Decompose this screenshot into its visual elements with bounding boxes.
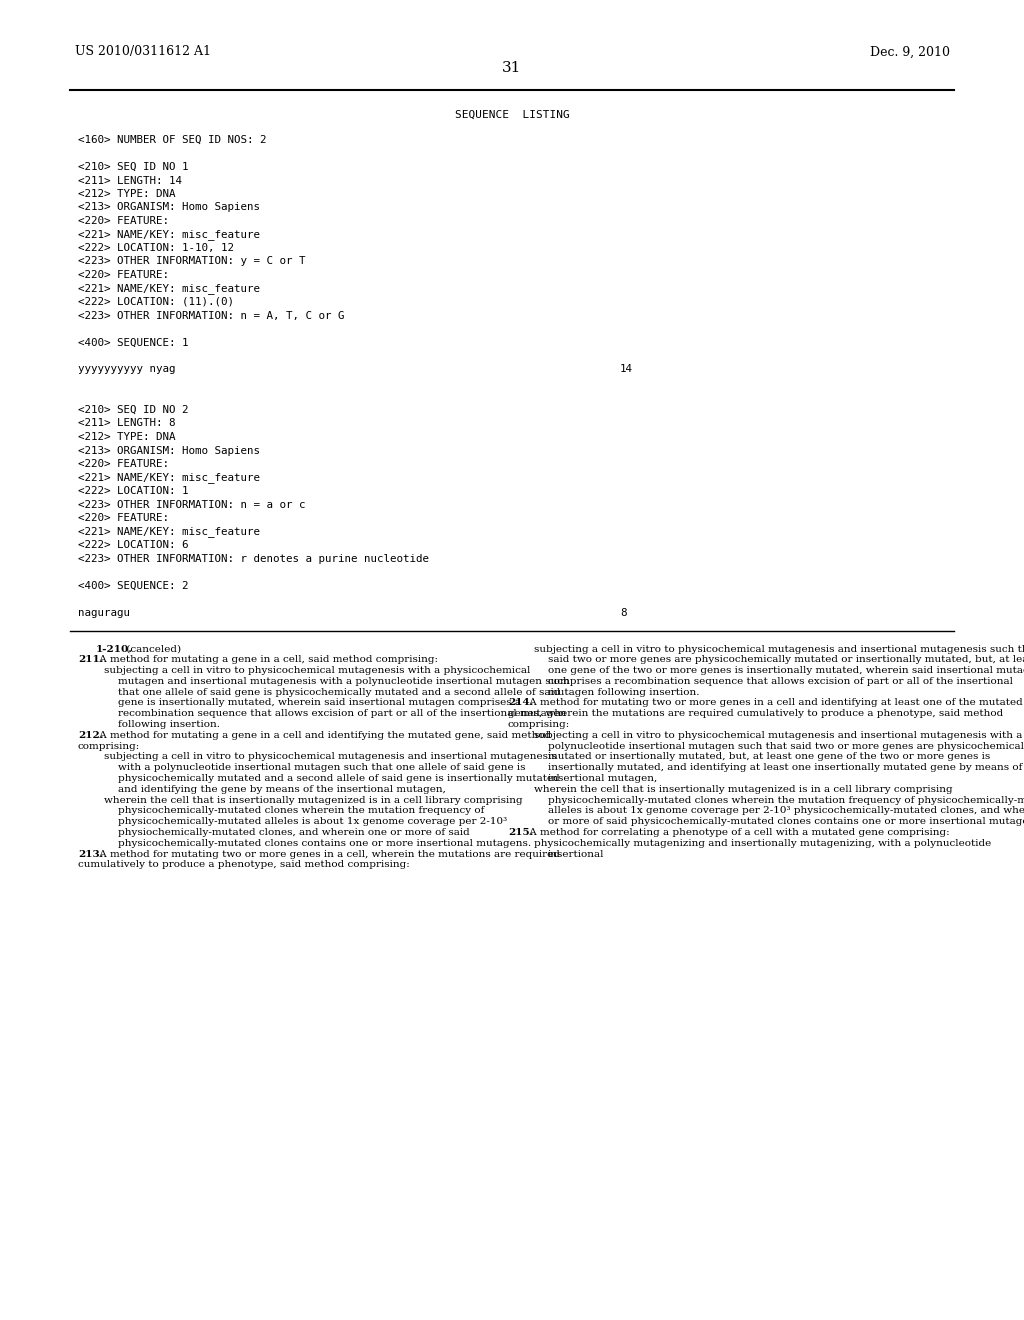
Text: subjecting a cell in vitro to physicochemical mutagenesis and insertional mutage: subjecting a cell in vitro to physicoche… [534, 644, 1024, 653]
Text: physicochemically-mutated clones contains one or more insertional mutagens.: physicochemically-mutated clones contain… [118, 840, 531, 847]
Text: comprising:: comprising: [508, 721, 570, 729]
Text: wherein the cell that is insertionally mutagenized is in a cell library comprisi: wherein the cell that is insertionally m… [104, 796, 522, 805]
Text: gene is insertionally mutated, wherein said insertional mutagen comprises a: gene is insertionally mutated, wherein s… [118, 698, 521, 708]
Text: mutated or insertionally mutated, but, at least one gene of the two or more gene: mutated or insertionally mutated, but, a… [548, 752, 990, 762]
Text: comprises a recombination sequence that allows excision of part or all of the in: comprises a recombination sequence that … [548, 677, 1013, 686]
Text: physicochemically mutated and a second allele of said gene is insertionally muta: physicochemically mutated and a second a… [118, 774, 560, 783]
Text: yyyyyyyyyy nyag: yyyyyyyyyy nyag [78, 364, 175, 375]
Text: SEQUENCE  LISTING: SEQUENCE LISTING [455, 110, 569, 120]
Text: physicochemically-mutated clones wherein the mutation frequency of: physicochemically-mutated clones wherein… [118, 807, 484, 816]
Text: alleles is about 1x genome coverage per 2-10³ physicochemically-mutated clones, : alleles is about 1x genome coverage per … [548, 807, 1024, 816]
Text: comprising:: comprising: [78, 742, 140, 751]
Text: 14: 14 [620, 364, 633, 375]
Text: <400> SEQUENCE: 1: <400> SEQUENCE: 1 [78, 338, 188, 347]
Text: wherein the cell that is insertionally mutagenized is in a cell library comprisi: wherein the cell that is insertionally m… [534, 785, 952, 793]
Text: <213> ORGANISM: Homo Sapiens: <213> ORGANISM: Homo Sapiens [78, 446, 260, 455]
Text: (canceled): (canceled) [123, 644, 180, 653]
Text: cumulatively to produce a phenotype, said method comprising:: cumulatively to produce a phenotype, sai… [78, 861, 410, 870]
Text: <220> FEATURE:: <220> FEATURE: [78, 459, 169, 469]
Text: Dec. 9, 2010: Dec. 9, 2010 [870, 45, 950, 58]
Text: <223> OTHER INFORMATION: y = C or T: <223> OTHER INFORMATION: y = C or T [78, 256, 305, 267]
Text: recombination sequence that allows excision of part or all of the insertional mu: recombination sequence that allows excis… [118, 709, 566, 718]
Text: or more of said physicochemically-mutated clones contains one or more insertiona: or more of said physicochemically-mutate… [548, 817, 1024, 826]
Text: <400> SEQUENCE: 2: <400> SEQUENCE: 2 [78, 581, 188, 590]
Text: <222> LOCATION: 6: <222> LOCATION: 6 [78, 540, 188, 550]
Text: <211> LENGTH: 8: <211> LENGTH: 8 [78, 418, 175, 429]
Text: <160> NUMBER OF SEQ ID NOS: 2: <160> NUMBER OF SEQ ID NOS: 2 [78, 135, 266, 145]
Text: A method for mutating a gene in a cell and identifying the mutated gene, said me: A method for mutating a gene in a cell a… [96, 731, 552, 741]
Text: <223> OTHER INFORMATION: r denotes a purine nucleotide: <223> OTHER INFORMATION: r denotes a pur… [78, 553, 429, 564]
Text: subjecting a cell in vitro to physicochemical mutagenesis and insertional mutage: subjecting a cell in vitro to physicoche… [534, 731, 1022, 741]
Text: A method for mutating two or more genes in a cell and identifying at least one o: A method for mutating two or more genes … [526, 698, 1023, 708]
Text: A method for mutating a gene in a cell, said method comprising:: A method for mutating a gene in a cell, … [96, 655, 438, 664]
Text: <220> FEATURE:: <220> FEATURE: [78, 216, 169, 226]
Text: <212> TYPE: DNA: <212> TYPE: DNA [78, 189, 175, 199]
Text: subjecting a cell in vitro to physicochemical mutagenesis and insertional mutage: subjecting a cell in vitro to physicoche… [104, 752, 557, 762]
Text: subjecting a cell in vitro to physicochemical mutagenesis with a physicochemical: subjecting a cell in vitro to physicoche… [104, 667, 530, 675]
Text: <223> OTHER INFORMATION: n = a or c: <223> OTHER INFORMATION: n = a or c [78, 499, 305, 510]
Text: <212> TYPE: DNA: <212> TYPE: DNA [78, 432, 175, 442]
Text: <213> ORGANISM: Homo Sapiens: <213> ORGANISM: Homo Sapiens [78, 202, 260, 213]
Text: <223> OTHER INFORMATION: n = A, T, C or G: <223> OTHER INFORMATION: n = A, T, C or … [78, 310, 344, 321]
Text: <220> FEATURE:: <220> FEATURE: [78, 513, 169, 523]
Text: naguragu: naguragu [78, 607, 130, 618]
Text: <210> SEQ ID NO 1: <210> SEQ ID NO 1 [78, 162, 188, 172]
Text: <221> NAME/KEY: misc_feature: <221> NAME/KEY: misc_feature [78, 473, 260, 483]
Text: insertional: insertional [548, 850, 604, 859]
Text: <221> NAME/KEY: misc_feature: <221> NAME/KEY: misc_feature [78, 282, 260, 294]
Text: 1-210.: 1-210. [96, 644, 133, 653]
Text: 214.: 214. [508, 698, 534, 708]
Text: and identifying the gene by means of the insertional mutagen,: and identifying the gene by means of the… [118, 785, 445, 793]
Text: A method for mutating two or more genes in a cell, wherein the mutations are req: A method for mutating two or more genes … [96, 850, 560, 859]
Text: <221> NAME/KEY: misc_feature: <221> NAME/KEY: misc_feature [78, 527, 260, 537]
Text: mutagen and insertional mutagenesis with a polynucleotide insertional mutagen su: mutagen and insertional mutagenesis with… [118, 677, 569, 686]
Text: 211.: 211. [78, 655, 103, 664]
Text: mutagen following insertion.: mutagen following insertion. [548, 688, 699, 697]
Text: following insertion.: following insertion. [118, 721, 220, 729]
Text: polynucleotide insertional mutagen such that said two or more genes are physicoc: polynucleotide insertional mutagen such … [548, 742, 1024, 751]
Text: 215.: 215. [508, 828, 534, 837]
Text: <222> LOCATION: 1-10, 12: <222> LOCATION: 1-10, 12 [78, 243, 234, 253]
Text: physicochemically mutagenizing and insertionally mutagenizing, with a polynucleo: physicochemically mutagenizing and inser… [534, 840, 991, 847]
Text: <222> LOCATION: (11).(0): <222> LOCATION: (11).(0) [78, 297, 234, 308]
Text: said two or more genes are physicochemically mutated or insertionally mutated, b: said two or more genes are physicochemic… [548, 655, 1024, 664]
Text: insertional mutagen,: insertional mutagen, [548, 774, 657, 783]
Text: <221> NAME/KEY: misc_feature: <221> NAME/KEY: misc_feature [78, 230, 260, 240]
Text: physiochemically-mutated clones, and wherein one or more of said: physiochemically-mutated clones, and whe… [118, 828, 470, 837]
Text: 212.: 212. [78, 731, 103, 741]
Text: physicochemically-mutated alleles is about 1x genome coverage per 2-10³: physicochemically-mutated alleles is abo… [118, 817, 507, 826]
Text: 8: 8 [620, 607, 627, 618]
Text: 31: 31 [503, 61, 521, 75]
Text: one gene of the two or more genes is insertionally mutated, wherein said inserti: one gene of the two or more genes is ins… [548, 667, 1024, 675]
Text: genes, wherein the mutations are required cumulatively to produce a phenotype, s: genes, wherein the mutations are require… [508, 709, 1004, 718]
Text: insertionally mutated, and identifying at least one insertionally mutated gene b: insertionally mutated, and identifying a… [548, 763, 1024, 772]
Text: that one allele of said gene is physicochemically mutated and a second allele of: that one allele of said gene is physicoc… [118, 688, 560, 697]
Text: <222> LOCATION: 1: <222> LOCATION: 1 [78, 486, 188, 496]
Text: US 2010/0311612 A1: US 2010/0311612 A1 [75, 45, 211, 58]
Text: physicochemically-mutated clones wherein the mutation frequency of physicochemic: physicochemically-mutated clones wherein… [548, 796, 1024, 805]
Text: A method for correlating a phenotype of a cell with a mutated gene comprising:: A method for correlating a phenotype of … [526, 828, 950, 837]
Text: <211> LENGTH: 14: <211> LENGTH: 14 [78, 176, 182, 186]
Text: <210> SEQ ID NO 2: <210> SEQ ID NO 2 [78, 405, 188, 414]
Text: with a polynucleotide insertional mutagen such that one allele of said gene is: with a polynucleotide insertional mutage… [118, 763, 525, 772]
Text: 213.: 213. [78, 850, 103, 859]
Text: <220> FEATURE:: <220> FEATURE: [78, 271, 169, 280]
